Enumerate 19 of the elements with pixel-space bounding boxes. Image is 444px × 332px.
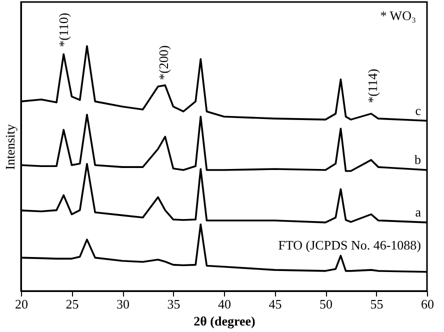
y-axis-title: Intensity: [2, 124, 18, 170]
x-axis-title: 2θ (degree): [194, 314, 256, 328]
x-tick-label: 50: [320, 296, 332, 312]
annotation: *(110): [56, 12, 71, 47]
x-tick-label: 25: [66, 296, 79, 312]
x-tick-label: 40: [218, 296, 231, 312]
x-tick-label: 30: [116, 296, 130, 312]
series-label: a: [415, 204, 422, 220]
series-label: b: [414, 152, 421, 168]
text: * WO₃: [380, 8, 416, 23]
series-label: c: [415, 102, 422, 118]
x-tick-label: 20: [15, 296, 28, 312]
x-tick-label: 45: [268, 296, 282, 312]
series-label: FTO (JCPDS No. 46-1088): [278, 238, 421, 253]
x-tick-label: 60: [421, 296, 434, 312]
x-tick-label: 55: [370, 296, 384, 312]
annotation: *(114): [365, 68, 380, 103]
annotation: *(200): [156, 45, 171, 80]
x-tick-label: 35: [167, 296, 180, 312]
